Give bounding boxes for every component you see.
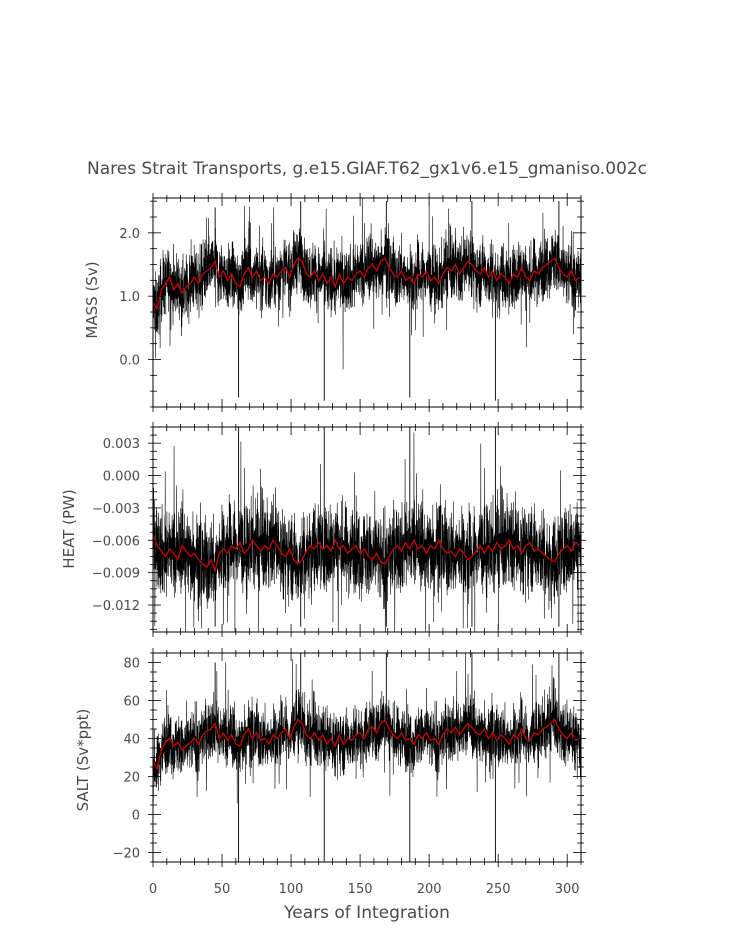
mass-panel: MASS (Sv) 0.0 1.0 2.0 bbox=[83, 193, 586, 412]
salt-panel: SALT (Sv*ppt) −20 0 20 40 60 80 bbox=[74, 648, 586, 867]
y-tick-label: 40 bbox=[123, 733, 140, 748]
y-tick-label: 80 bbox=[123, 657, 140, 672]
heat-panel: HEAT (PW) −0.012 −0.009 −0.006 −0.003 0.000 0… bbox=[60, 422, 586, 637]
y-tick-label: −0.006 bbox=[92, 534, 140, 549]
chart-title: Nares Strait Transports, g.e15.GIAF.T62_… bbox=[87, 159, 647, 179]
y-tick-label: 0.003 bbox=[103, 437, 140, 452]
y-tick-label: −20 bbox=[113, 847, 140, 862]
annual-mean-line bbox=[153, 257, 581, 311]
mass-y-axis-label: MASS (Sv) bbox=[83, 261, 101, 338]
y-tick-label: −0.003 bbox=[92, 502, 140, 517]
x-axis-label: Years of Integration bbox=[283, 903, 450, 923]
annual-mean-line bbox=[153, 718, 580, 771]
heat-y-axis-label: HEAT (PW) bbox=[60, 489, 78, 568]
y-tick-label: 0.000 bbox=[103, 470, 140, 485]
annual-mean-line bbox=[153, 534, 581, 573]
x-tick-label: 250 bbox=[486, 882, 511, 897]
y-tick-label: 0.0 bbox=[119, 354, 140, 369]
x-tick-label: 200 bbox=[417, 882, 442, 897]
y-tick-label: 2.0 bbox=[119, 227, 140, 242]
x-tick-label: 150 bbox=[348, 882, 373, 897]
plot-area bbox=[153, 198, 581, 401]
y-tick-label: −0.012 bbox=[92, 599, 140, 614]
y-tick-label: 0 bbox=[132, 809, 140, 824]
y-tick-label: 20 bbox=[123, 771, 140, 786]
plot-frame bbox=[152, 426, 582, 633]
monthly-series-line bbox=[153, 653, 581, 804]
y-tick-label: 1.0 bbox=[119, 290, 140, 305]
x-axis: 0 50 100 150 200 250 300 bbox=[149, 882, 580, 897]
plot-frame bbox=[152, 197, 582, 408]
salt-y-axis-label: SALT (Sv*ppt) bbox=[74, 709, 92, 812]
plot-area bbox=[153, 653, 581, 862]
x-tick-label: 300 bbox=[555, 882, 580, 897]
plot-area bbox=[153, 427, 581, 632]
x-tick-label: 50 bbox=[214, 882, 231, 897]
y-tick-label: −0.009 bbox=[92, 567, 140, 582]
x-tick-label: 0 bbox=[149, 882, 157, 897]
monthly-series-line bbox=[153, 432, 581, 632]
x-tick-label: 100 bbox=[279, 882, 304, 897]
monthly-series-line bbox=[153, 198, 581, 370]
y-tick-label: 60 bbox=[123, 695, 140, 710]
